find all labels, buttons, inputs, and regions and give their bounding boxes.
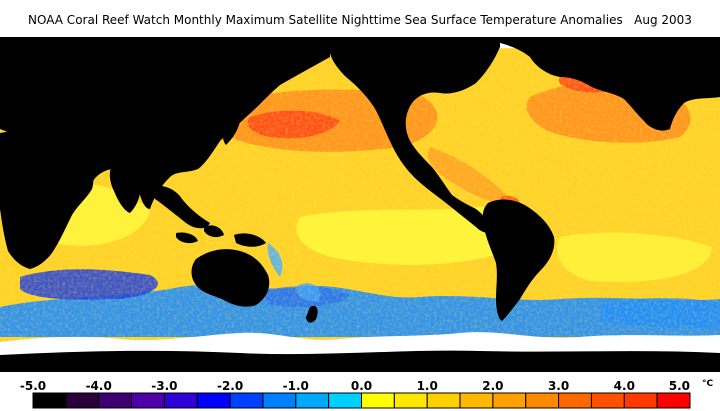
scale-swatch [590, 392, 625, 409]
date-label: Aug 2003 [634, 13, 692, 27]
scale-tick-label: 4.0 [614, 379, 635, 393]
scale-swatch [295, 392, 330, 409]
scale-swatch [196, 392, 231, 409]
scale-swatch [459, 392, 494, 409]
land-indonesia-1 [176, 232, 198, 244]
scale-swatch [98, 392, 133, 409]
land-india [109, 164, 141, 213]
scale-swatch [65, 392, 100, 409]
sst-anomaly-map [0, 37, 720, 372]
land-north-america [330, 37, 500, 234]
scale-tick-label: -1.0 [283, 379, 309, 393]
scale-swatch [328, 392, 362, 409]
scale-swatch [623, 392, 658, 409]
land-south-america [482, 199, 555, 321]
scale-swatch [558, 392, 592, 409]
land-antarctica [0, 350, 720, 372]
scale-ticks: -5.0 -4.0 -3.0 -2.0 -1.0 0.0 1.0 2.0 3.0 4.0 5.0 [20, 379, 690, 393]
title-text: NOAA Coral Reef Watch Monthly Maximum Sa… [28, 13, 623, 27]
land-new-guinea [234, 233, 266, 247]
scale-swatch [525, 392, 560, 409]
scale-tick-label: 2.0 [482, 379, 503, 393]
scale-swatch [656, 392, 691, 409]
scale-tick-label: -3.0 [151, 379, 177, 393]
land-europe-west [500, 37, 720, 131]
scale-swatch [32, 392, 67, 409]
scale-tick-label: 0.0 [351, 379, 372, 393]
scale-swatch [492, 392, 527, 409]
land-africa [0, 131, 94, 269]
scale-swatch [361, 392, 395, 409]
land-layer [0, 37, 720, 372]
unit-label: °C [702, 379, 714, 389]
scale-swatch [163, 392, 198, 409]
scale-tick-label: 3.0 [548, 379, 569, 393]
land-australia [191, 249, 270, 307]
color-scale: -5.0 -4.0 -3.0 -2.0 -1.0 0.0 1.0 2.0 3.0 4.0 5.0 °… [20, 379, 714, 409]
land-southeast-asia [149, 185, 210, 229]
scale-tick-label: -5.0 [20, 379, 46, 393]
land-japan [222, 111, 240, 145]
scale-tick-label: -4.0 [86, 379, 112, 393]
land-greenland [555, 37, 610, 73]
scale-tick-label: 5.0 [669, 379, 690, 393]
scale-tick-label: 1.0 [417, 379, 438, 393]
scale-swatch [131, 392, 165, 409]
scale-swatch [262, 392, 297, 409]
scale-swatch [393, 392, 428, 409]
map-title: NOAA Coral Reef Watch Monthly Maximum Sa… [0, 13, 720, 27]
land-indonesia-2 [204, 225, 224, 238]
scale-swatch [426, 392, 461, 409]
scale-swatches [32, 392, 691, 409]
scale-tick-label: -2.0 [217, 379, 243, 393]
scale-swatch [229, 392, 264, 409]
land-new-zealand [306, 305, 318, 323]
